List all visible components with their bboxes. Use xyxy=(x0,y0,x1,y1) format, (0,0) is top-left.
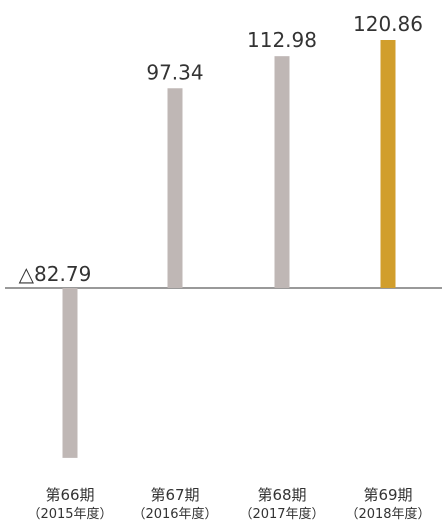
category-label-4: 第69期 xyxy=(363,486,412,504)
bar-2 xyxy=(167,88,183,289)
period-label-2: （2016年度） xyxy=(132,506,217,522)
period-label-1: （2015年度） xyxy=(27,506,112,522)
value-label-2: 97.34 xyxy=(146,60,203,84)
bar-3 xyxy=(274,56,290,289)
value-label-1: △82.79 xyxy=(19,262,92,286)
period-label-3: （2017年度） xyxy=(239,506,324,522)
bar-4 xyxy=(380,40,396,288)
category-label-2: 第67期 xyxy=(150,486,199,504)
category-label-1: 第66期 xyxy=(45,486,94,504)
category-label-3: 第68期 xyxy=(257,486,306,504)
value-label-4: 120.86 xyxy=(353,12,423,36)
value-label-3: 112.98 xyxy=(247,28,317,52)
period-label-4: （2018年度） xyxy=(345,506,430,522)
bar-1 xyxy=(62,288,78,458)
